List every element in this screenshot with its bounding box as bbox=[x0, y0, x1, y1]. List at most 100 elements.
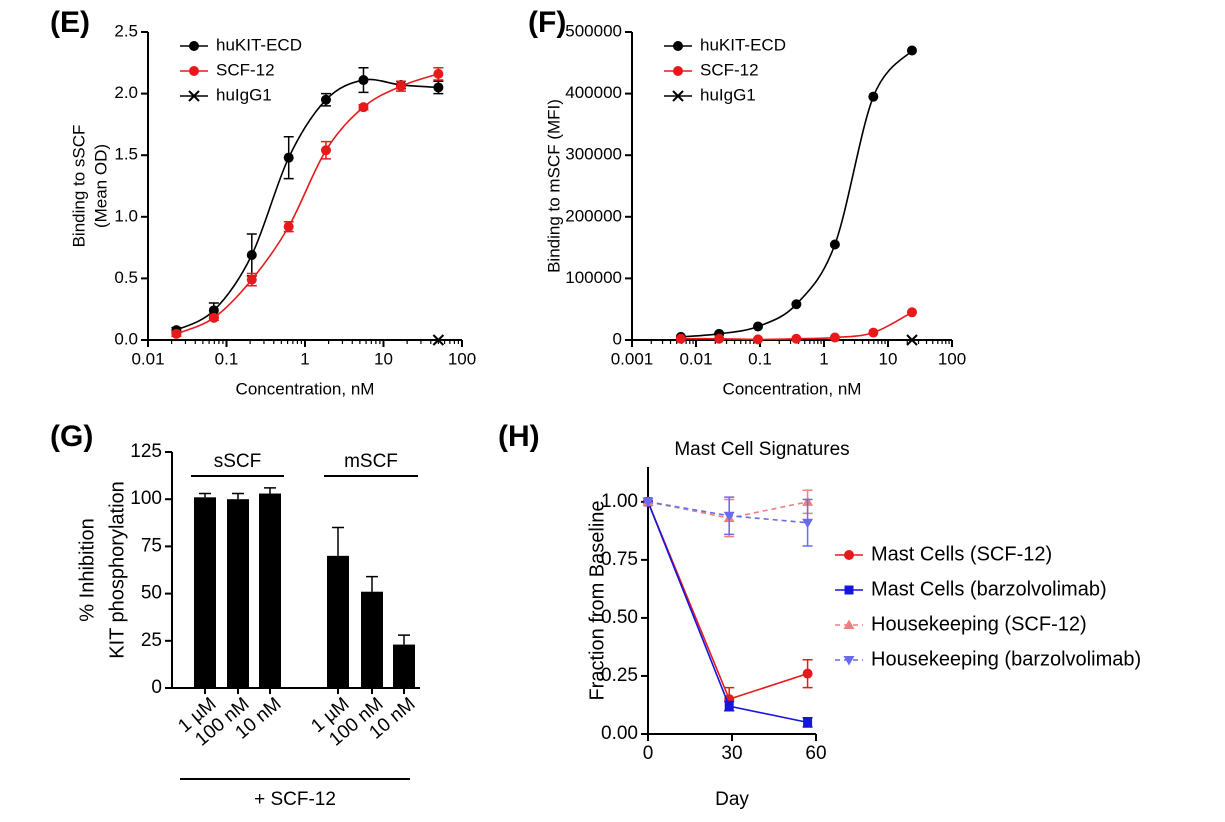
y-tick-label: 0.0 bbox=[114, 329, 138, 348]
x-tick-label: 0 bbox=[643, 743, 654, 764]
bar bbox=[361, 591, 383, 688]
error-bar bbox=[264, 487, 276, 494]
y-tick-label: 0.50 bbox=[601, 607, 638, 628]
y-tick-label: 1.5 bbox=[114, 145, 138, 164]
y-tick-label: 0.75 bbox=[601, 549, 638, 570]
y-tick-label: 300000 bbox=[565, 145, 622, 164]
y-tick-label: 2.0 bbox=[114, 83, 138, 102]
marker bbox=[246, 249, 257, 260]
x-tick-label: 0.01 bbox=[131, 349, 164, 368]
y-tick-label: 100000 bbox=[565, 268, 622, 287]
legend-marker bbox=[189, 41, 199, 51]
y-tick-label: 125 bbox=[130, 441, 162, 462]
legend-label: huIgG1 bbox=[700, 85, 756, 104]
legend-label: huKIT-ECD bbox=[216, 35, 302, 54]
y-axis-label: % Inhibition bbox=[76, 518, 98, 621]
x-tick-label: 10 bbox=[879, 349, 898, 368]
marker bbox=[208, 305, 219, 316]
bar bbox=[393, 644, 415, 688]
bar bbox=[327, 555, 349, 688]
y-tick-label: 500000 bbox=[565, 21, 622, 40]
y-axis-label: Binding to sSCF bbox=[69, 125, 88, 248]
x-tick-label: 30 bbox=[721, 743, 742, 764]
legend-label: huIgG1 bbox=[216, 85, 272, 104]
legend-marker bbox=[673, 41, 683, 51]
marker bbox=[906, 334, 918, 346]
y-tick-label: 75 bbox=[141, 535, 162, 556]
marker bbox=[433, 82, 444, 93]
legend-marker bbox=[189, 66, 199, 76]
marker bbox=[395, 81, 406, 92]
x-tick-label: 0.1 bbox=[215, 349, 239, 368]
y-tick-label: 0 bbox=[151, 677, 162, 698]
marker bbox=[358, 75, 369, 86]
y-tick-label: 200000 bbox=[565, 206, 622, 225]
marker bbox=[803, 717, 813, 727]
legend-label: SCF-12 bbox=[700, 60, 759, 79]
y-axis-label: Fraction from Baseline bbox=[586, 500, 608, 700]
x-axis-label: + SCF-12 bbox=[254, 789, 336, 810]
series-line bbox=[176, 73, 439, 335]
error-bar bbox=[398, 634, 410, 645]
marker bbox=[752, 321, 763, 332]
marker bbox=[829, 332, 840, 343]
legend-marker bbox=[673, 66, 683, 76]
x-tick-label: 1 bbox=[300, 349, 309, 368]
y-tick-label: 0.5 bbox=[114, 268, 138, 287]
x-tick-label: 100 bbox=[938, 349, 966, 368]
series-line bbox=[647, 501, 808, 701]
marker bbox=[829, 239, 840, 250]
marker bbox=[432, 334, 445, 346]
y-tick-label: 0 bbox=[613, 329, 622, 348]
marker bbox=[208, 312, 219, 323]
x-tick-label: 0.001 bbox=[611, 349, 654, 368]
marker bbox=[868, 327, 879, 338]
legend-marker bbox=[672, 90, 684, 102]
marker bbox=[791, 299, 802, 310]
x-tick-label: 10 bbox=[374, 349, 393, 368]
panel-label: (E) bbox=[50, 6, 90, 39]
marker bbox=[791, 333, 802, 344]
panel-label: (H) bbox=[498, 420, 540, 453]
legend-label: Mast Cells (barzolvolimab) bbox=[871, 578, 1107, 600]
group-label: sSCF bbox=[214, 451, 262, 472]
panel-label: (F) bbox=[528, 6, 566, 39]
legend-marker bbox=[844, 550, 854, 560]
y-tick-label: 400000 bbox=[565, 83, 622, 102]
y-axis-label: (Mean OD) bbox=[91, 144, 110, 228]
x-tick-label: 0.01 bbox=[679, 349, 712, 368]
y-tick-label: 25 bbox=[141, 630, 162, 651]
y-tick-label: 100 bbox=[130, 488, 162, 509]
x-tick-label: 1 bbox=[819, 349, 828, 368]
marker bbox=[906, 45, 917, 56]
legend-label: Mast Cells (SCF-12) bbox=[871, 543, 1052, 565]
marker bbox=[320, 145, 331, 156]
x-tick-label: 0.1 bbox=[748, 349, 772, 368]
series-line bbox=[176, 78, 439, 331]
y-tick-label: 0.25 bbox=[601, 665, 638, 686]
error-bar bbox=[332, 526, 344, 556]
marker bbox=[714, 333, 725, 344]
marker bbox=[802, 518, 814, 529]
marker bbox=[320, 94, 331, 105]
x-tick-label: 60 bbox=[805, 743, 826, 764]
x-axis-label: Day bbox=[715, 789, 749, 810]
y-tick-label: 1.0 bbox=[114, 206, 138, 225]
marker bbox=[906, 307, 917, 318]
marker bbox=[802, 668, 813, 679]
legend-label: Housekeeping (barzolvolimab) bbox=[871, 648, 1141, 670]
marker bbox=[171, 328, 182, 339]
error-bar bbox=[366, 575, 378, 592]
legend-label: Housekeeping (SCF-12) bbox=[871, 613, 1087, 635]
legend-marker bbox=[844, 585, 854, 595]
legend-marker bbox=[843, 619, 855, 629]
marker bbox=[724, 701, 734, 711]
y-tick-label: 0.00 bbox=[601, 723, 638, 744]
y-axis-label: KIT phosphorylation bbox=[106, 481, 128, 659]
x-tick-label: 100 bbox=[448, 349, 476, 368]
legend-label: huKIT-ECD bbox=[700, 35, 786, 54]
marker bbox=[752, 334, 763, 345]
panel-label: (G) bbox=[50, 420, 93, 453]
legend-marker bbox=[843, 656, 855, 666]
